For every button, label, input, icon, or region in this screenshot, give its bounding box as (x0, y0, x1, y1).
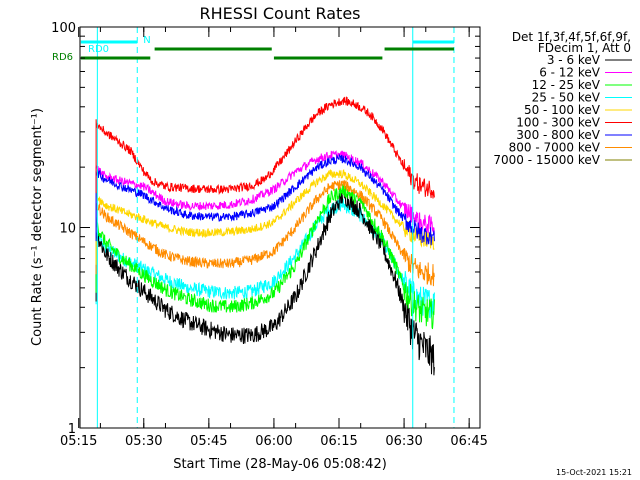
y-axis-label: Count Rate (s⁻¹ detector segment⁻¹) (30, 108, 45, 346)
series-line-12-25-kev (95, 182, 435, 330)
legend-label-5: 50 - 100 keV (524, 103, 601, 117)
x-tick-label: 05:45 (190, 434, 227, 449)
legend-label-6: 100 - 300 keV (516, 116, 600, 130)
x-tick-label: 06:30 (385, 434, 422, 449)
series-layer (95, 96, 435, 376)
y-tick-label: 10 (59, 222, 76, 237)
legend-header-line-2: FDecim 1, Att 0 (538, 41, 631, 55)
x-tick-label: 06:45 (450, 434, 487, 449)
state-bar-label-rd6: RD6 (52, 52, 73, 63)
series-line-100-300-kev (95, 96, 435, 199)
series-line-6-12-kev (95, 150, 435, 237)
x-tick-label: 05:30 (125, 434, 162, 449)
y-tick-label: 1 (68, 422, 76, 437)
x-tick-label: 05:15 (60, 434, 97, 449)
legend-header-line-1: Det 1f,3f,4f,5f,6f,9f, (512, 30, 631, 44)
legend-label-2: 6 - 12 keV (539, 66, 601, 80)
series-line-50-100-kev (95, 168, 435, 265)
legend-label-3: 12 - 25 keV (532, 78, 601, 92)
x-tick-label: 06:15 (320, 434, 357, 449)
state-bar-label-rd0: RD0 (88, 44, 109, 55)
legend: Det 1f,3f,4f,5f,6f,9f, FDecim 1, Att 0 3… (493, 30, 632, 167)
time-marker-label: N (143, 35, 150, 46)
series-line-25-50-kev (95, 198, 435, 319)
legend-label-8: 800 - 7000 keV (509, 141, 601, 155)
chart-title: RHESSI Count Rates (200, 4, 361, 23)
series-line-300-800-kev (95, 153, 435, 246)
footer-timestamp: 15-Oct-2021 15:21 (556, 468, 632, 477)
legend-label-1: 3 - 6 keV (547, 53, 601, 67)
x-axis-label: Start Time (28-May-06 05:08:42) (173, 457, 387, 472)
state-bars-layer: RD0 RD6 (52, 40, 454, 63)
axes-layer: 1 10 100 05:15 05:30 05:45 06:00 06:15 06:30 06:4… (51, 21, 488, 449)
legend-label-4: 25 - 50 keV (532, 91, 601, 105)
series-line-800-7000-kev (95, 179, 435, 287)
legend-label-7: 300 - 800 keV (516, 128, 600, 142)
y-tick-label: 100 (51, 21, 76, 36)
legend-label-9: 7000 - 15000 keV (493, 153, 600, 167)
x-tick-label: 06:00 (255, 434, 292, 449)
markers-layer: N (96, 27, 455, 428)
